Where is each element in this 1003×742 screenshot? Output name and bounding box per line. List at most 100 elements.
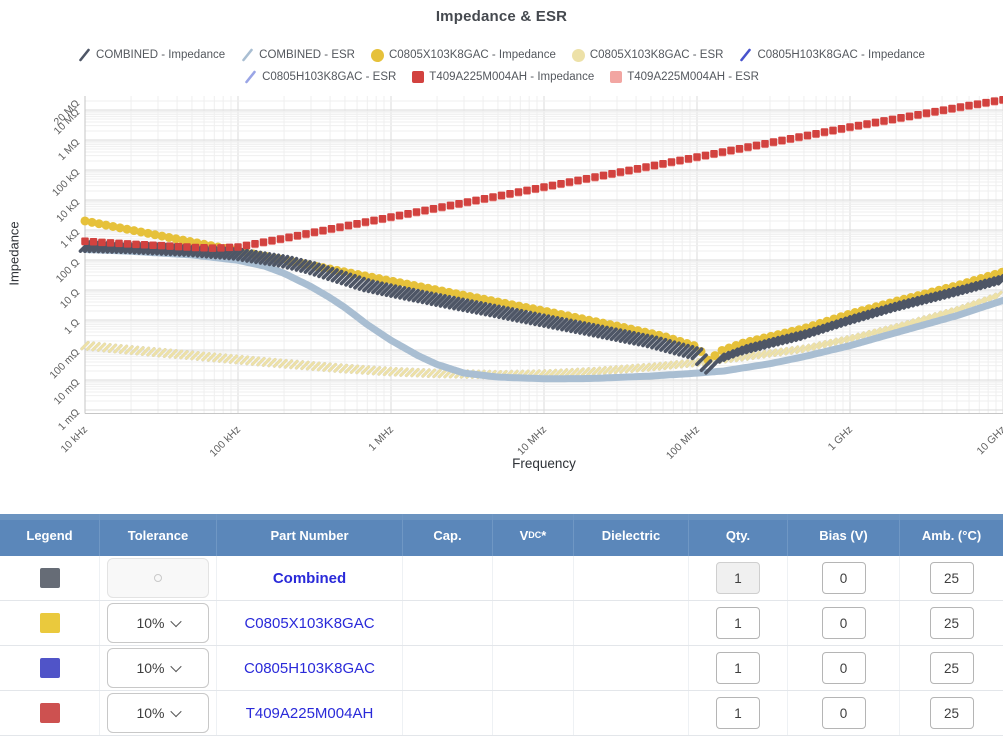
legend-slash-icon (242, 48, 253, 62)
tolerance-select[interactable]: 10% (107, 693, 209, 733)
legend-square-icon (412, 71, 425, 83)
series-c0805x-esr (80, 290, 1003, 380)
tolerance-value: 10% (136, 705, 165, 721)
table-body: Combined 10% C0805X103K8GAC 10% C0805H103K8G… (0, 556, 1003, 736)
svg-text:1 GHz: 1 GHz (826, 424, 856, 454)
svg-text:10 GHz: 10 GHz (974, 424, 1003, 458)
table-row-c0805h103k8gac: 10% C0805H103K8GAC (0, 646, 1003, 691)
legend-item-t409-impedance[interactable]: T409A225M004AH - Impedance (412, 71, 594, 83)
amb-input[interactable] (929, 652, 974, 684)
parts-table: Legend Tolerance Part Number Cap. V DC * D… (0, 514, 1003, 736)
tolerance-cell: 10% (100, 601, 217, 645)
tolerance-value: 10% (136, 615, 165, 631)
part-number-cell: Combined (217, 556, 403, 600)
amb-cell (900, 556, 1003, 600)
tolerance-select-disabled (107, 558, 209, 598)
bias-input[interactable] (821, 562, 866, 594)
bias-input[interactable] (821, 607, 866, 639)
qty-cell (689, 646, 788, 690)
disabled-dot-icon (154, 574, 162, 582)
qty-cell (689, 556, 788, 600)
legend-circle-icon (571, 48, 585, 62)
part-number-cell: T409A225M004AH (217, 691, 403, 735)
cap-cell (403, 646, 493, 690)
part-number-link[interactable]: Combined (272, 569, 347, 587)
tolerance-select[interactable]: 10% (107, 648, 209, 688)
amb-input[interactable] (929, 697, 974, 729)
legend-cell (0, 691, 100, 735)
legend-item-c0805x-esr[interactable]: C0805X103K8GAC - ESR (571, 48, 723, 62)
legend-swatch (39, 658, 60, 678)
col-header-tolerance: Tolerance (100, 514, 217, 556)
col-header-vdc: V DC * (493, 514, 574, 556)
legend-square-icon (610, 71, 623, 83)
legend-circle-icon (370, 48, 384, 62)
legend-swatch (39, 703, 60, 723)
tolerance-cell (100, 556, 217, 600)
amb-cell (900, 691, 1003, 735)
bias-cell (788, 646, 900, 690)
part-number-cell: C0805H103K8GAC (217, 646, 403, 690)
svg-text:1 MΩ: 1 MΩ (56, 137, 83, 164)
svg-text:10 kΩ: 10 kΩ (54, 197, 82, 225)
part-number-link[interactable]: C0805X103K8GAC (244, 614, 375, 632)
legend-swatch (39, 613, 60, 633)
tolerance-value: 10% (136, 660, 165, 676)
legend-item-t409-esr[interactable]: T409A225M004AH - ESR (610, 71, 759, 83)
dielectric-cell (574, 691, 689, 735)
legend-item-c0805h-impedance[interactable]: C0805H103K8GAC - Impedance (739, 48, 925, 62)
qty-cell (689, 691, 788, 735)
qty-input[interactable] (716, 607, 760, 639)
chevron-down-icon (169, 615, 182, 628)
chart-title: Impedance & ESR (435, 8, 568, 25)
legend-item-c0805h-esr[interactable]: C0805H103K8GAC - ESR (244, 70, 396, 84)
col-header-bias: Bias (V) (788, 514, 900, 556)
amb-input[interactable] (929, 562, 974, 594)
legend-slash-icon (79, 48, 90, 62)
qty-input[interactable] (716, 697, 760, 729)
vdc-cell (493, 691, 574, 735)
amb-input[interactable] (929, 607, 974, 639)
bias-cell (788, 601, 900, 645)
svg-text:10 MHz: 10 MHz (515, 424, 549, 458)
tolerance-select[interactable]: 10% (107, 603, 209, 643)
legend-swatch (39, 568, 60, 588)
table-row-t409a225m004ah: 10% T409A225M004AH (0, 691, 1003, 736)
vdc-cell (493, 601, 574, 645)
legend-slash-icon (740, 48, 752, 62)
qty-input[interactable] (716, 652, 760, 684)
legend-row-2: C0805H103K8GAC - ESR T409A225M004AH - Imp… (0, 66, 1003, 88)
dielectric-cell (574, 556, 689, 600)
qty-input[interactable] (716, 562, 760, 594)
dielectric-cell (574, 601, 689, 645)
part-number-link[interactable]: C0805H103K8GAC (244, 659, 375, 677)
svg-text:100 kΩ: 100 kΩ (50, 167, 82, 199)
table-row-c0805x103k8gac: 10% C0805X103K8GAC (0, 601, 1003, 646)
amb-cell (900, 646, 1003, 690)
col-header-dielectric: Dielectric (574, 514, 689, 556)
amb-cell (900, 601, 1003, 645)
legend-item-combined-impedance[interactable]: COMBINED - Impedance (78, 48, 225, 62)
chevron-down-icon (169, 660, 182, 673)
col-header-legend: Legend (0, 514, 100, 556)
legend-cell (0, 646, 100, 690)
legend-slash-icon (245, 70, 256, 84)
col-header-part-number: Part Number (217, 514, 403, 556)
legend-label: T409A225M004AH - ESR (627, 71, 759, 83)
table-header: Legend Tolerance Part Number Cap. V DC * D… (0, 514, 1003, 556)
legend-label: C0805H103K8GAC - Impedance (757, 49, 925, 61)
legend-item-c0805x-impedance[interactable]: C0805X103K8GAC - Impedance (370, 48, 556, 62)
tolerance-cell: 10% (100, 646, 217, 690)
cap-cell (403, 601, 493, 645)
qty-cell (689, 601, 788, 645)
legend-item-combined-esr[interactable]: COMBINED - ESR (241, 48, 355, 62)
dielectric-cell (574, 646, 689, 690)
part-number-link[interactable]: T409A225M004AH (245, 704, 374, 722)
svg-text:100 kHz: 100 kHz (207, 424, 243, 460)
bias-input[interactable] (821, 652, 866, 684)
svg-text:1 Ω: 1 Ω (62, 317, 82, 337)
bias-input[interactable] (821, 697, 866, 729)
cap-cell (403, 691, 493, 735)
